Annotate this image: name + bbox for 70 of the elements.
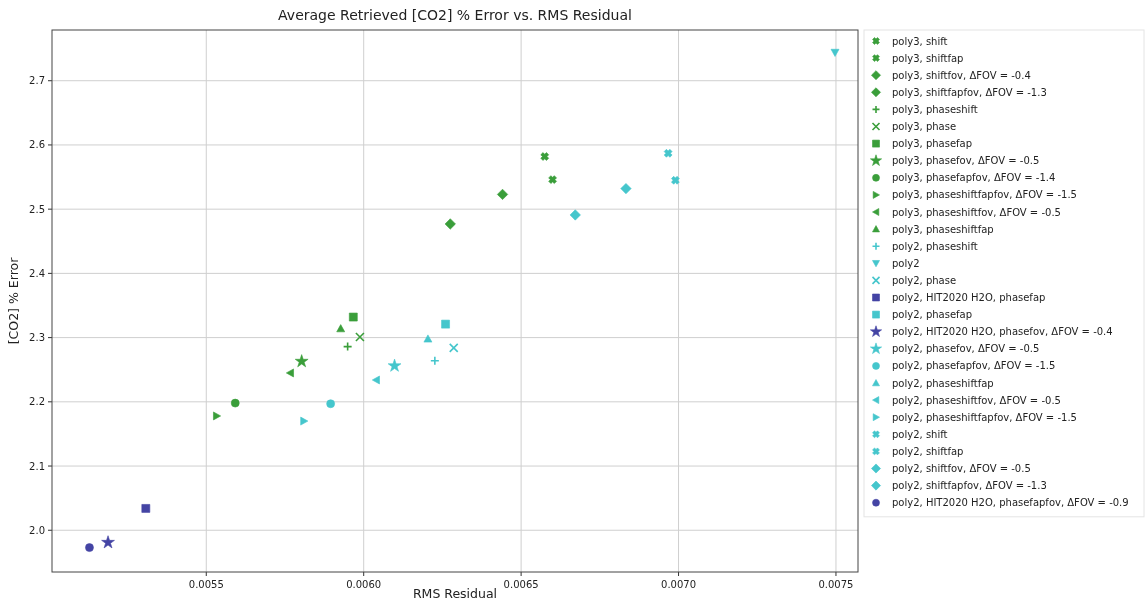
y-axis-title: [CO2] % Error	[6, 256, 21, 345]
legend-label: poly3, phaseshiftfap	[892, 223, 994, 235]
point	[497, 188, 509, 200]
legend-label: poly2	[892, 257, 920, 269]
y-tick-label: 2.1	[29, 460, 45, 472]
legend-label: poly3, shiftfov, ΔFOV = -0.4	[892, 69, 1031, 81]
legend-label: poly2, phaseshift	[892, 240, 978, 252]
point	[671, 176, 680, 185]
point	[294, 354, 309, 368]
point	[620, 183, 632, 195]
point	[444, 218, 456, 230]
y-tick-label: 2.0	[29, 524, 45, 536]
point	[230, 398, 240, 408]
legend-label: poly2, phasefapfov, ΔFOV = -1.5	[892, 360, 1056, 372]
legend-label: poly2, shiftfov, ΔFOV = -0.5	[892, 463, 1031, 474]
legend-label: poly3, phaseshiftfov, ΔFOV = -0.5	[892, 206, 1061, 218]
legend-label: poly3, phasefapfov, ΔFOV = -1.4	[892, 172, 1056, 184]
point	[141, 504, 151, 513]
point	[85, 543, 94, 552]
point	[349, 312, 358, 322]
legend-label: poly3, phasefap	[892, 138, 973, 150]
legend-label: poly3, phaseshift	[892, 103, 978, 115]
legend-label: poly2, phasefap	[892, 309, 973, 321]
x-tick-label: 0.0065	[503, 579, 539, 590]
point	[387, 358, 402, 372]
legend-label: poly3, shiftfap	[892, 52, 964, 64]
point	[540, 152, 549, 161]
legend-label: poly2, shiftfap	[892, 445, 964, 457]
point	[101, 535, 115, 549]
y-tick-label: 2.5	[29, 203, 45, 215]
y-tick-label: 2.4	[29, 267, 45, 279]
y-tick-label: 2.7	[29, 75, 45, 87]
legend-label: poly3, phaseshiftfapfov, ΔFOV = -1.5	[892, 189, 1077, 201]
point	[213, 411, 221, 421]
point	[423, 334, 433, 343]
y-tick-label: 2.6	[29, 139, 45, 151]
point	[286, 368, 294, 378]
x-tick-label: 0.0055	[188, 579, 224, 590]
y-tick-label: 2.2	[29, 396, 45, 408]
x-tick-label: 0.0070	[661, 579, 697, 590]
legend-label: poly3, phasefov, ΔFOV = -0.5	[892, 155, 1040, 167]
point	[355, 332, 365, 342]
legend-label: poly2, phaseshiftfov, ΔFOV = -0.5	[892, 394, 1061, 406]
x-axis-title: RMS Residual	[412, 586, 498, 601]
x-tick-label: 0.0075	[818, 579, 854, 590]
legend-label: poly2, phasefov, ΔFOV = -0.5	[892, 343, 1040, 355]
point	[441, 319, 450, 329]
point	[569, 209, 581, 221]
y-tick-label: 2.3	[29, 332, 45, 344]
legend-label: poly2, phase	[892, 274, 957, 286]
legend-label: poly2, shift	[892, 428, 948, 440]
point	[830, 48, 840, 57]
legend-label: poly3, phase	[892, 121, 957, 132]
legend-label: poly3, shift	[892, 35, 948, 47]
legend-label: poly2, HIT2020 H2O, phasefov, ΔFOV = -0.4	[892, 326, 1113, 338]
legend-label: poly2, HIT2020 H2O, phasefap	[892, 292, 1046, 303]
point	[663, 149, 673, 158]
legend-label: poly2, HIT2020 H2O, phasefapfov, ΔFOV = -0.9	[892, 497, 1129, 509]
point	[300, 416, 309, 426]
point	[336, 324, 346, 333]
point	[548, 175, 557, 184]
legend-label: poly2, shiftfapfov, ΔFOV = -1.3	[892, 480, 1047, 492]
x-tick-label: 0.0060	[346, 579, 382, 590]
legend-label: poly2, phaseshiftfapfov, ΔFOV = -1.5	[892, 411, 1077, 423]
point	[326, 399, 335, 409]
legend-label: poly3, shiftfapfov, ΔFOV = -1.3	[892, 86, 1047, 98]
chart-title: Average Retrieved [CO2] % Error vs. RMS Residual	[278, 7, 632, 23]
point	[448, 343, 459, 353]
point	[371, 375, 380, 385]
legend-label: poly2, phaseshiftfap	[892, 377, 994, 389]
